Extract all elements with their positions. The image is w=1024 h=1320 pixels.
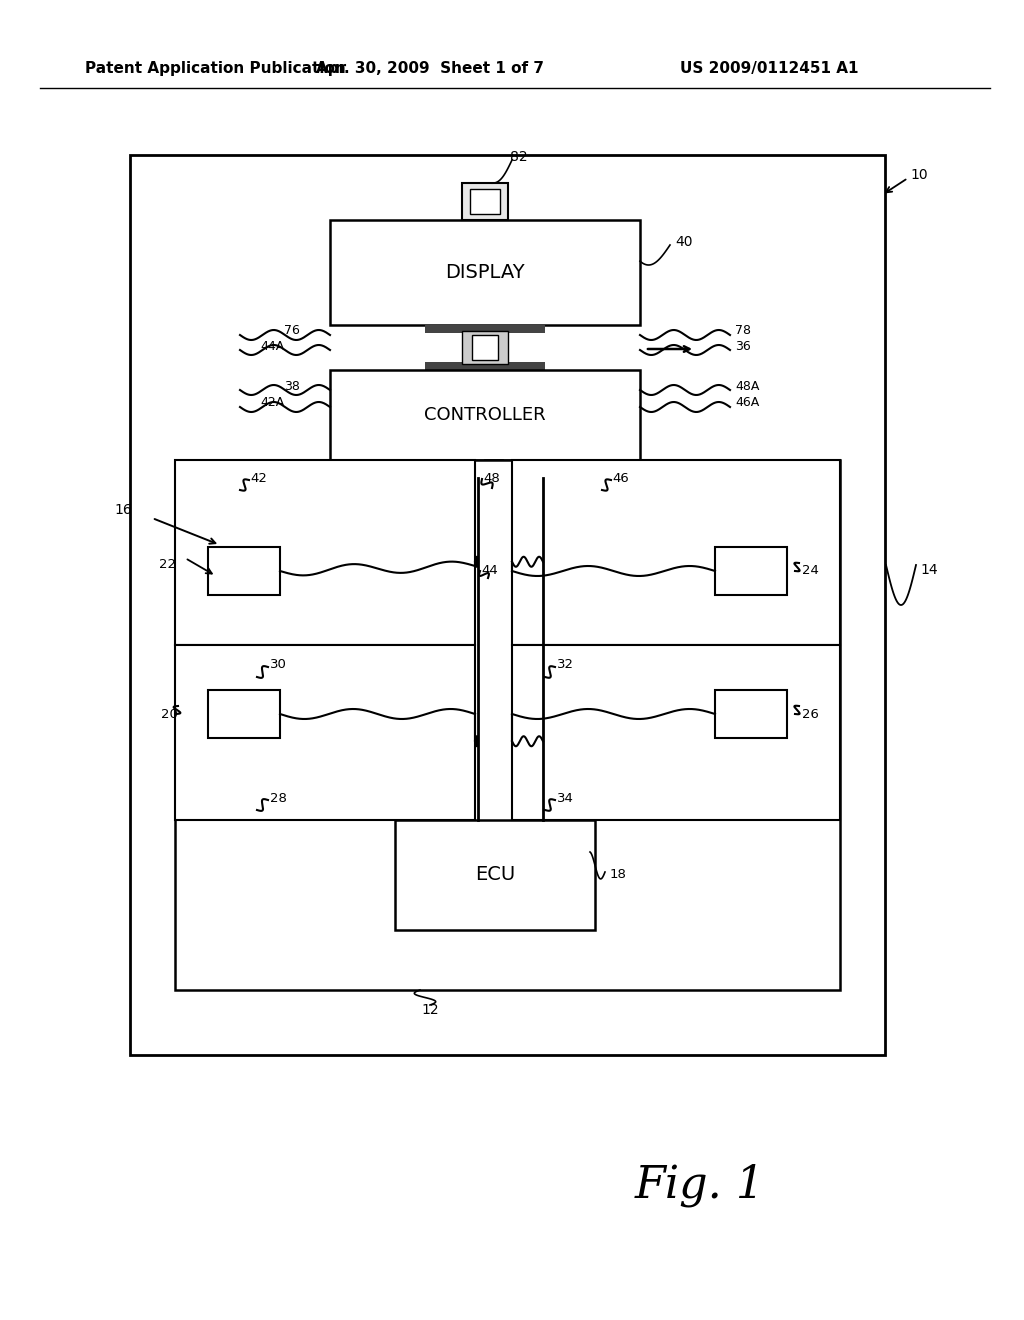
Text: 44A: 44A (261, 339, 285, 352)
Text: 42A: 42A (261, 396, 285, 409)
Bar (512, 645, 840, 820)
Bar (425, 362, 545, 370)
Bar (462, 183, 508, 220)
Text: 16: 16 (115, 503, 132, 517)
Text: Apr. 30, 2009  Sheet 1 of 7: Apr. 30, 2009 Sheet 1 of 7 (316, 61, 544, 75)
Text: 36: 36 (735, 339, 751, 352)
Bar (395, 820, 595, 931)
Bar (425, 333, 545, 362)
Bar (472, 335, 498, 360)
Bar (208, 546, 280, 595)
Bar (715, 546, 787, 595)
Text: ECU: ECU (475, 866, 515, 884)
Bar (470, 189, 500, 214)
Bar (453, 459, 471, 478)
Text: DISPLAY: DISPLAY (445, 263, 525, 281)
Bar (425, 325, 545, 333)
Text: 44: 44 (481, 564, 498, 577)
Text: 46: 46 (612, 471, 629, 484)
Text: CONTROLLER: CONTROLLER (424, 407, 546, 424)
Text: 78: 78 (735, 325, 751, 338)
Text: 22: 22 (159, 558, 176, 572)
Text: 32: 32 (557, 659, 574, 672)
Text: US 2009/0112451 A1: US 2009/0112451 A1 (680, 61, 858, 75)
Text: 10: 10 (910, 168, 928, 182)
Bar (175, 459, 840, 990)
Bar (208, 690, 280, 738)
Text: 76: 76 (284, 325, 300, 338)
Text: 46A: 46A (735, 396, 759, 409)
Bar (330, 220, 640, 325)
Bar (462, 331, 508, 364)
Text: 24: 24 (802, 565, 819, 578)
Bar (330, 370, 640, 459)
Text: 82: 82 (510, 150, 527, 164)
Bar (175, 459, 475, 645)
Text: 18: 18 (610, 869, 627, 882)
Text: Patent Application Publication: Patent Application Publication (85, 61, 346, 75)
Bar (715, 690, 787, 738)
Text: 14: 14 (920, 564, 938, 577)
Text: 26: 26 (802, 708, 819, 721)
Bar (540, 459, 558, 478)
Text: 12: 12 (421, 1003, 439, 1016)
Text: 42: 42 (250, 471, 267, 484)
Bar (512, 459, 840, 645)
Text: 30: 30 (270, 659, 287, 672)
Text: 28: 28 (270, 792, 287, 804)
Bar (175, 645, 475, 820)
Text: 38: 38 (284, 380, 300, 392)
Bar (485, 459, 503, 478)
Text: 48A: 48A (735, 380, 760, 392)
Text: 40: 40 (675, 235, 692, 249)
Bar (130, 154, 885, 1055)
Text: 34: 34 (557, 792, 573, 804)
Text: Fig. 1: Fig. 1 (635, 1163, 765, 1206)
Text: 48: 48 (483, 471, 500, 484)
Text: 20: 20 (161, 708, 178, 721)
